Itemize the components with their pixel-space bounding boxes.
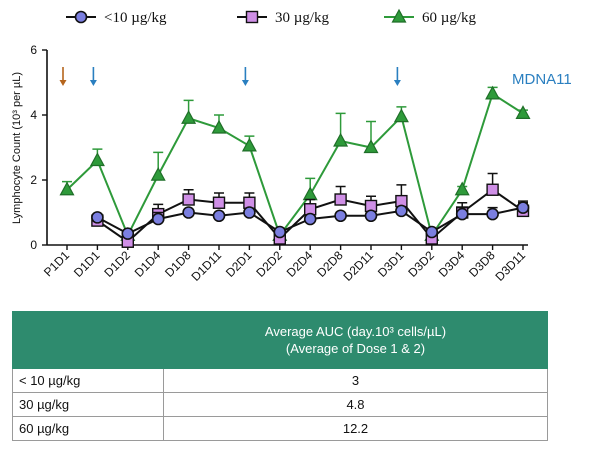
x-tick-label: D1D1 — [71, 248, 103, 280]
data-point — [516, 201, 530, 214]
x-tick-label: P1D1 — [41, 248, 72, 279]
row-value: 4.8 — [163, 392, 548, 417]
x-tick-label: D2D4 — [284, 248, 316, 280]
x-tick-label: D2D11 — [340, 248, 376, 284]
data-point — [59, 181, 75, 196]
data-point — [151, 212, 165, 226]
data-point — [121, 227, 135, 240]
dose-arrow — [393, 67, 401, 86]
table-row: 60 µg/kg 12.2 — [12, 416, 548, 441]
data-point — [211, 119, 227, 134]
row-value: 3 — [163, 368, 548, 393]
row-label: 30 µg/kg — [12, 392, 164, 417]
x-tick-label: D1D4 — [132, 248, 164, 280]
data-point — [243, 206, 256, 219]
data-point — [241, 137, 257, 152]
dose-arrow — [59, 67, 67, 86]
x-tick-label: D3D1 — [375, 248, 407, 280]
dose-arrow — [89, 67, 97, 86]
data-point — [425, 225, 439, 239]
legend-marker — [391, 8, 407, 23]
row-label: < 10 µg/kg — [12, 368, 164, 393]
x-tick-label: D1D2 — [101, 248, 133, 280]
data-point — [486, 183, 499, 196]
data-point — [181, 109, 197, 124]
data-point — [485, 85, 501, 100]
table-header-row: Average AUC (day.10³ cells/µL) (Average … — [12, 311, 548, 369]
data-point — [363, 139, 379, 154]
y-ticks: 0 2 4 6 — [30, 43, 47, 252]
y-tick-label: 0 — [30, 238, 37, 252]
table-header-line1: Average AUC (day.10³ cells/µL) — [264, 324, 447, 339]
x-ticks: P1D1D1D1D1D2D1D4D1D8D1D11D2D1D2D2D2D4D2D… — [41, 245, 528, 284]
series-0 — [91, 201, 530, 240]
table-header-line2: (Average of Dose 1 & 2) — [285, 341, 426, 356]
data-point — [273, 225, 287, 239]
series-line — [66, 92, 524, 238]
y-tick-label: 2 — [30, 173, 37, 187]
lymphocyte-chart: <10 µg/kg 30 µg/kg 60 µg/kg Lymphocyte Cou… — [11, 8, 572, 284]
dose-arrows — [59, 67, 401, 86]
data-point — [334, 209, 347, 223]
data-point — [334, 193, 347, 206]
legend-item: 60 µg/kg — [384, 8, 477, 26]
legend-item: <10 µg/kg — [66, 10, 167, 26]
data-point — [455, 207, 469, 221]
legend: <10 µg/kg 30 µg/kg 60 µg/kg — [66, 8, 477, 26]
data-point — [393, 108, 409, 123]
y-tick-label: 4 — [30, 108, 37, 122]
data-point — [395, 204, 408, 218]
x-tick-label: D1D11 — [188, 248, 224, 284]
row-value: 12.2 — [163, 416, 548, 441]
x-tick-label: D3D4 — [436, 248, 468, 280]
legend-marker — [74, 10, 88, 24]
data-point — [364, 209, 378, 223]
legend-item: 30 µg/kg — [237, 10, 330, 26]
x-tick-label: D3D2 — [405, 248, 437, 280]
legend-label: 30 µg/kg — [275, 10, 330, 26]
table-row: 30 µg/kg 4.8 — [12, 392, 548, 417]
table-row: < 10 µg/kg 3 — [12, 368, 548, 393]
data-point — [454, 181, 470, 196]
table-header-auc: Average AUC (day.10³ cells/µL) (Average … — [163, 311, 548, 369]
table-header-blank — [12, 311, 164, 369]
legend-label: <10 µg/kg — [104, 10, 167, 26]
y-axis-label: Lymphocyte Count (10³ per µL) — [11, 72, 23, 224]
data-point — [302, 186, 318, 201]
mdna11-annotation: MDNA11 — [512, 71, 572, 88]
plot-area — [59, 85, 531, 248]
row-label: 60 µg/kg — [12, 416, 164, 441]
data-point — [486, 207, 499, 221]
legend-label: 60 µg/kg — [422, 10, 477, 26]
x-tick-label: D2D2 — [253, 248, 285, 280]
data-point — [212, 209, 226, 223]
y-tick-label: 6 — [30, 43, 37, 57]
data-point — [89, 152, 105, 167]
data-point — [182, 206, 195, 219]
auc-table: Average AUC (day.10³ cells/µL) (Average … — [12, 311, 548, 441]
data-point — [150, 166, 166, 181]
data-point — [91, 211, 104, 224]
x-tick-label: D2D1 — [223, 248, 255, 280]
data-point — [212, 196, 226, 209]
data-point — [303, 212, 317, 226]
legend-marker — [245, 10, 259, 24]
data-point — [182, 193, 195, 206]
data-point — [515, 105, 531, 119]
dose-arrow — [241, 67, 249, 86]
x-tick-label: D3D11 — [492, 248, 528, 284]
data-point — [333, 132, 349, 147]
